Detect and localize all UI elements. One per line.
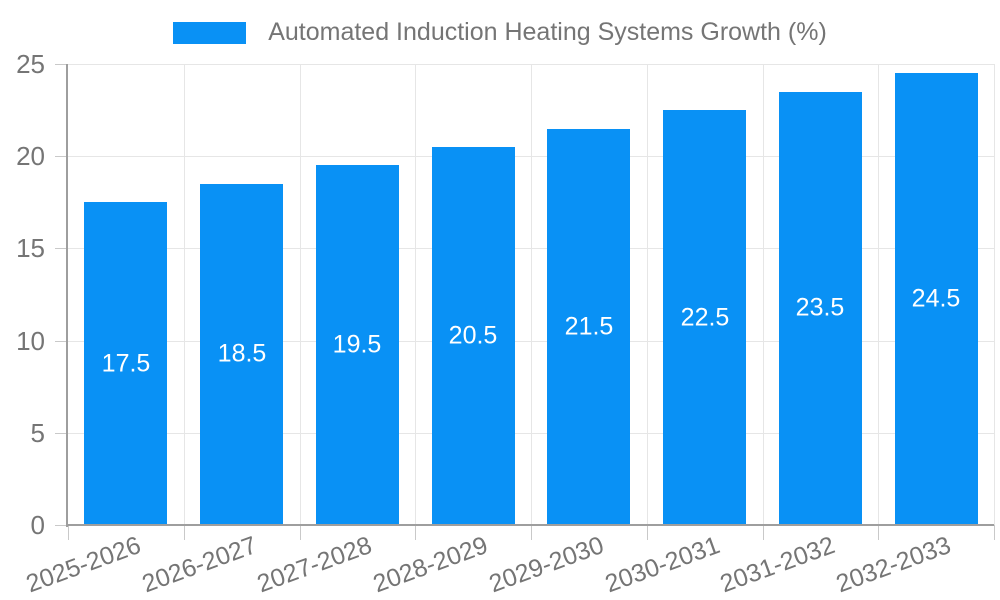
y-axis-tick [55, 64, 68, 65]
x-tick-label: 2026-2027 [138, 531, 261, 599]
bar [663, 110, 746, 525]
y-tick-label: 0 [30, 510, 45, 540]
bar [316, 165, 399, 525]
v-gridline [415, 64, 416, 525]
x-axis-tick [184, 525, 185, 540]
y-tick-label: 15 [16, 233, 45, 263]
y-tick-label: 5 [30, 418, 45, 448]
bar-value-label: 19.5 [332, 330, 382, 359]
x-tick-label: 2030-2031 [601, 531, 724, 599]
bar-value-label: 18.5 [217, 339, 267, 368]
bar-value-label: 17.5 [101, 349, 151, 378]
bar [200, 184, 283, 525]
chart-legend: Automated Induction Heating Systems Grow… [0, 20, 1000, 45]
bar-value-label: 24.5 [911, 284, 961, 313]
bar-value-label: 20.5 [448, 321, 498, 350]
x-tick-label: 2027-2028 [253, 531, 376, 599]
v-gridline [531, 64, 532, 525]
bar [84, 202, 167, 525]
legend-swatch-icon [173, 21, 247, 44]
y-axis-tick [55, 525, 68, 526]
y-axis-tick [55, 156, 68, 157]
y-axis-tick [55, 248, 68, 249]
x-axis-line [66, 524, 994, 526]
x-axis-tick [415, 525, 416, 540]
x-axis-tick [300, 525, 301, 540]
x-tick-label: 2028-2029 [369, 531, 492, 599]
y-axis-line [66, 64, 68, 527]
x-axis-tick [647, 525, 648, 540]
x-axis-tick [994, 525, 995, 540]
x-axis-tick [878, 525, 879, 540]
bar [432, 147, 515, 525]
x-axis-tick [68, 525, 69, 540]
v-gridline [763, 64, 764, 525]
legend-label: Automated Induction Heating Systems Grow… [268, 18, 827, 46]
bar [779, 92, 862, 525]
bar-value-label: 23.5 [795, 293, 845, 322]
x-tick-label: 2025-2026 [22, 531, 145, 599]
bar-value-label: 22.5 [680, 303, 730, 332]
v-gridline [184, 64, 185, 525]
y-axis-tick [55, 341, 68, 342]
x-axis-tick [531, 525, 532, 540]
x-axis-tick [763, 525, 764, 540]
y-tick-label: 20 [16, 141, 45, 171]
v-gridline [994, 64, 995, 525]
y-tick-label: 25 [16, 49, 45, 79]
y-tick-label: 10 [16, 326, 45, 356]
v-gridline [647, 64, 648, 525]
v-gridline [300, 64, 301, 525]
x-tick-label: 2032-2033 [832, 531, 955, 599]
legend-item[interactable]: Automated Induction Heating Systems Grow… [173, 20, 827, 45]
v-gridline [878, 64, 879, 525]
y-axis-tick [55, 433, 68, 434]
x-tick-label: 2031-2032 [716, 531, 839, 599]
bar [547, 129, 630, 525]
x-tick-label: 2029-2030 [485, 531, 608, 599]
bar-value-label: 21.5 [564, 312, 614, 341]
bar [895, 73, 978, 525]
